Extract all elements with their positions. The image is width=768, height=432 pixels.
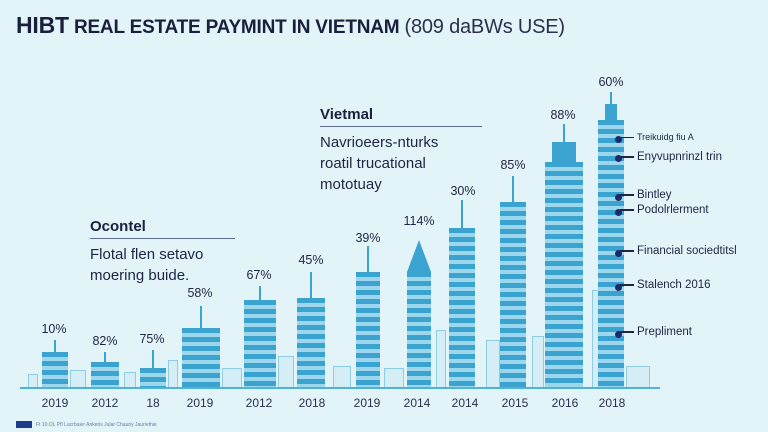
bar-building [91, 362, 119, 387]
x-tick-label: 2015 [501, 396, 529, 410]
value-label: 10% [41, 322, 67, 336]
callout-center-body: Navrioeers-nturks roatil trucational mot… [320, 132, 482, 195]
bar-spire [563, 124, 565, 142]
x-tick-label: 2014 [451, 396, 479, 410]
value-label: 88% [550, 108, 576, 122]
x-tick-label: 2012 [245, 396, 273, 410]
callout-center-line: roatil trucational [320, 155, 426, 172]
x-tick-label: 2019 [186, 396, 214, 410]
callout-left-line: moering buide. [90, 267, 190, 284]
bar-spire [310, 272, 312, 298]
callout-center: Vietmal Navrioeers-nturks roatil trucati… [320, 106, 482, 195]
annotation-label: Treikuidg fiu A [620, 132, 694, 142]
value-label: 45% [298, 253, 324, 267]
bar-crown [605, 104, 617, 120]
bar-building [182, 328, 220, 387]
bar-spire [512, 176, 514, 202]
annotation-dot-icon [615, 250, 622, 257]
annotation-label: Enyvupnrinzl trin [620, 151, 722, 163]
callout-left: Ocontel Flotal flen setavo moering buide… [90, 218, 235, 286]
bar-spire [610, 92, 612, 104]
bar-spire [152, 350, 154, 368]
bar-building [140, 368, 166, 387]
x-tick-label: 2014 [403, 396, 431, 410]
value-label: 30% [450, 184, 476, 198]
x-tick-label: 2019 [353, 396, 381, 410]
value-label: 114% [403, 214, 435, 228]
callout-center-line: mototuay [320, 176, 382, 193]
bar-crown [552, 142, 576, 162]
annotation-label: Stalench 2016 [620, 279, 711, 291]
x-axis-baseline [20, 387, 660, 389]
title-subtitle: (809 daBWs USE) [404, 16, 566, 38]
bar-spire [259, 286, 261, 300]
annotation-dot-icon [615, 136, 622, 143]
annotation-dot-icon [615, 209, 622, 216]
callout-left-heading: Ocontel [90, 218, 235, 239]
bar-building [356, 272, 380, 387]
value-label: 75% [139, 332, 165, 346]
annotation-dot-icon [615, 284, 622, 291]
annotation-label: Bintley [620, 189, 672, 201]
bar-roof [407, 240, 431, 272]
x-tick-label: 2016 [551, 396, 579, 410]
x-tick-label: 2012 [91, 396, 119, 410]
value-label: 67% [246, 268, 272, 282]
title-brand: HIBT [16, 12, 69, 38]
value-label: 85% [500, 158, 526, 172]
x-tick-label: 2018 [298, 396, 326, 410]
callout-center-heading: Vietmal [320, 106, 482, 127]
chart-title: HIBT REAL ESTATE PAYMINT IN VIETNAM (809… [16, 12, 565, 39]
value-label: 60% [598, 75, 624, 89]
bar-building [449, 228, 475, 387]
bar-building [42, 352, 68, 387]
bar-building [407, 272, 431, 387]
annotation-dot-icon [615, 155, 622, 162]
bar-spire [104, 352, 106, 362]
annotation-dot-icon [615, 331, 622, 338]
flag-icon [16, 421, 32, 428]
footer-credits: Ft 10.OL PfI Lacrbuier Ankeris Jular Cha… [16, 421, 157, 428]
callout-center-line: Navrioeers-nturks [320, 134, 439, 151]
bar-spire [54, 340, 56, 352]
x-tick-label: 2018 [598, 396, 626, 410]
annotation-dot-icon [615, 194, 622, 201]
x-tick-label: 2019 [41, 396, 69, 410]
annotation-label: Podolrlerment [620, 204, 709, 216]
bar-building [297, 298, 325, 387]
annotation-label: Prepliment [620, 326, 692, 338]
bar-building [545, 162, 583, 387]
bar-spire [200, 306, 202, 328]
annotation-label: Financial sociedtitsl [620, 245, 737, 257]
callout-left-line: Flotal flen setavo [90, 246, 204, 263]
value-label: 39% [355, 231, 381, 245]
bar-spire [367, 246, 369, 272]
x-tick-label: 18 [146, 396, 160, 410]
value-label: 82% [92, 334, 118, 348]
value-label: 58% [187, 286, 213, 300]
bar-building [244, 300, 276, 387]
callout-left-body: Flotal flen setavo moering buide. [90, 244, 235, 286]
title-main: REAL ESTATE PAYMINT IN VIETNAM [68, 17, 405, 38]
bar-building [500, 202, 526, 387]
bar-spire [461, 200, 463, 228]
